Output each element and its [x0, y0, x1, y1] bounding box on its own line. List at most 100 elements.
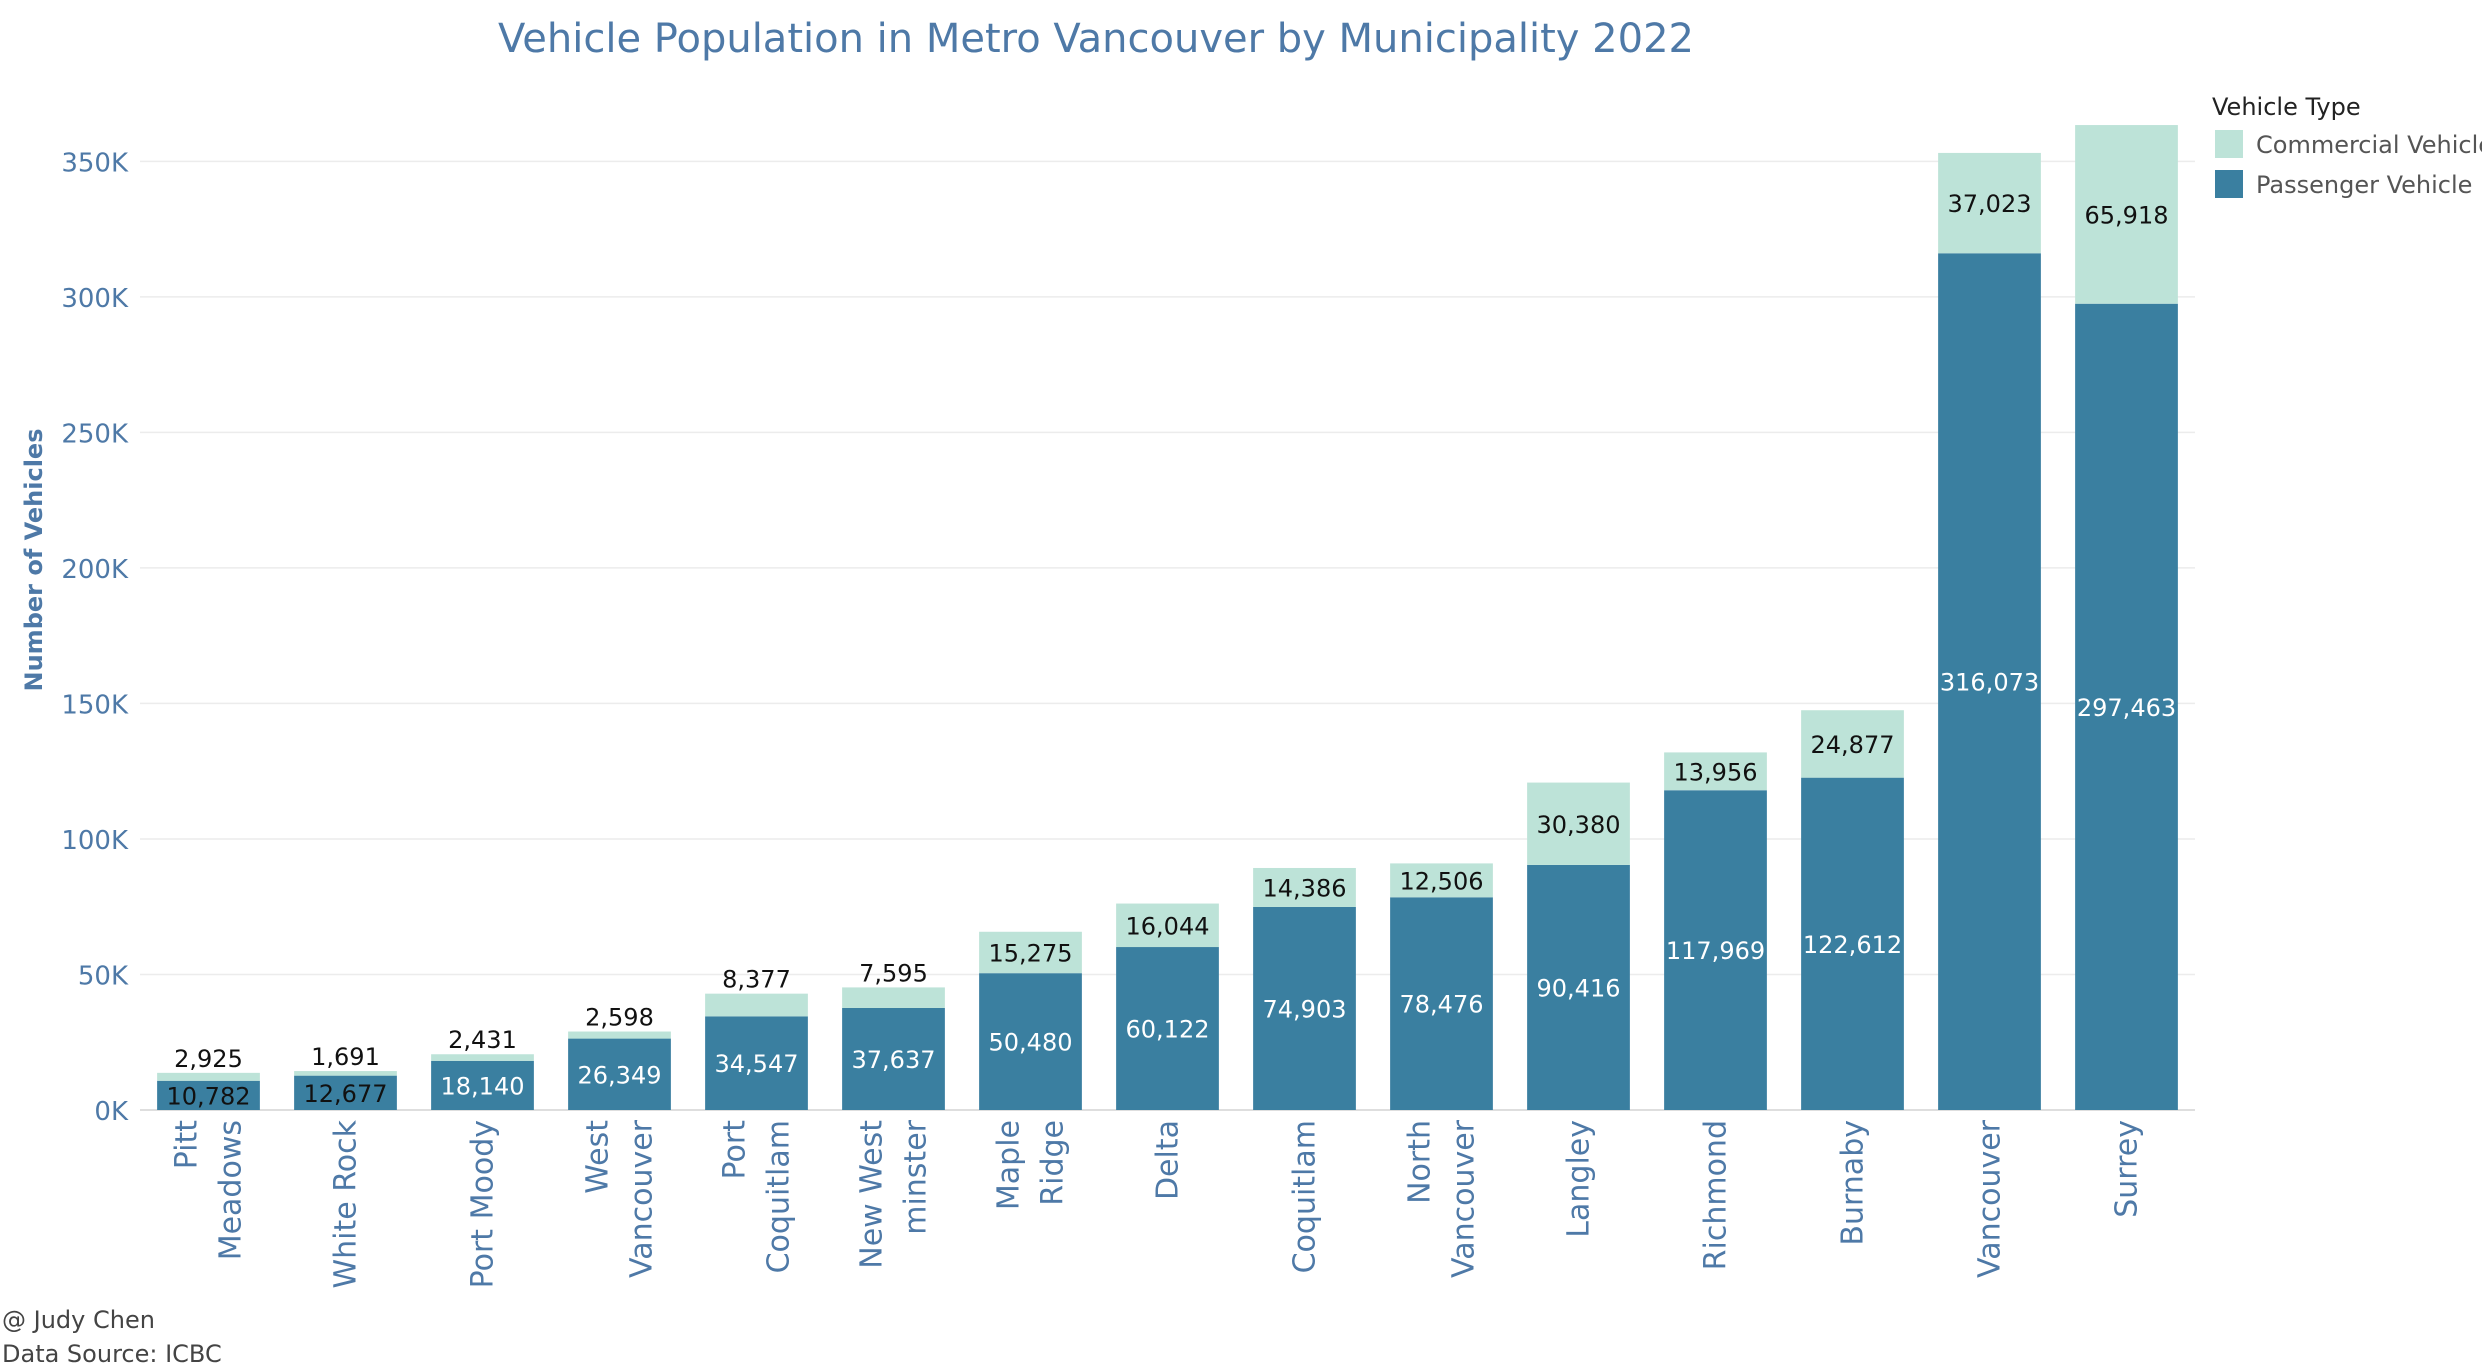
bar-commercial-vehicle — [705, 993, 808, 1017]
data-label-commercial: 12,506 — [1400, 867, 1484, 895]
x-category-label-line: minster — [899, 1119, 934, 1234]
x-category-label-line: Burnaby — [1836, 1120, 1871, 1246]
bar-commercial-vehicle — [1253, 867, 1356, 907]
footer-source: Data Source: ICBC — [2, 1340, 222, 1368]
data-labels: 10,782 2,925 12,677 1,691 18,140 2,431 26,349 2… — [167, 190, 2177, 1110]
x-category-label-line: Port — [718, 1120, 753, 1180]
data-label-passenger: 297,463 — [2077, 694, 2176, 722]
bar-commercial-vehicle — [294, 1071, 397, 1076]
bar-passenger-vehicle — [294, 1075, 397, 1110]
bar-passenger-vehicle — [1801, 777, 1904, 1110]
x-category-label-line: Meadows — [214, 1120, 249, 1260]
x-category-label: Coquitlam — [1288, 1120, 1323, 1273]
y-tick-label: 100K — [61, 826, 129, 856]
data-label-commercial: 37,023 — [1948, 190, 2032, 218]
data-label-passenger: 12,677 — [304, 1080, 388, 1108]
x-category-label-line: Delta — [1151, 1120, 1186, 1200]
x-axis-labels: Pitt Meadows White Rock Port Moody West Vanco… — [170, 1119, 2145, 1288]
bar-passenger-vehicle — [1390, 897, 1493, 1110]
x-category-label: New West minster — [855, 1119, 934, 1268]
x-category-label-line: Maple — [992, 1120, 1027, 1210]
data-label-passenger: 10,782 — [167, 1082, 251, 1110]
x-category-label-line: West — [581, 1120, 616, 1194]
bar-commercial-vehicle — [1664, 752, 1767, 791]
y-tick-label: 350K — [61, 148, 129, 178]
y-axis-ticks: 0K 50K 100K 150K 200K 250K 300K 350K — [61, 148, 129, 1127]
data-label-commercial: 1,691 — [311, 1043, 380, 1071]
bar-passenger-vehicle — [568, 1038, 671, 1110]
x-category-label: Burnaby — [1836, 1120, 1871, 1246]
data-label-passenger: 117,969 — [1666, 937, 1765, 965]
y-tick-label: 200K — [61, 555, 129, 585]
data-label-passenger: 74,903 — [1263, 995, 1347, 1023]
data-label-passenger: 34,547 — [715, 1050, 799, 1078]
x-category-label: White Rock — [329, 1119, 364, 1288]
x-category-label-line: Vancouver — [625, 1119, 660, 1278]
x-category-label: Surrey — [2110, 1120, 2145, 1218]
bar-commercial-vehicle — [431, 1054, 534, 1061]
bar-commercial-vehicle — [842, 987, 945, 1008]
bar-passenger-vehicle — [1527, 864, 1630, 1110]
data-label-passenger: 26,349 — [578, 1061, 662, 1089]
data-label-commercial: 2,598 — [585, 1004, 654, 1032]
x-category-label: Port Moody — [466, 1120, 501, 1288]
y-tick-label: 0K — [94, 1097, 129, 1127]
data-label-passenger: 122,612 — [1803, 931, 1902, 959]
x-category-label-line: Coquitlam — [762, 1120, 797, 1273]
bar-passenger-vehicle — [842, 1007, 945, 1110]
x-category-label-line: Vancouver — [1447, 1119, 1482, 1278]
x-category-label: West Vancouver — [581, 1119, 660, 1278]
bar-passenger-vehicle — [1664, 790, 1767, 1110]
data-label-commercial: 2,925 — [174, 1045, 243, 1073]
x-category-label-line: Richmond — [1699, 1120, 1734, 1270]
bar-passenger-vehicle — [705, 1016, 808, 1110]
legend-item-label: Passenger Vehicle — [2256, 171, 2472, 199]
legend-swatch — [2215, 170, 2243, 198]
legend: Vehicle Type Commercial Vehicle Passenger… — [2212, 93, 2482, 199]
footer-author: @ Judy Chen — [2, 1306, 155, 1334]
data-label-commercial: 13,956 — [1674, 758, 1758, 786]
x-category-label: Port Coquitlam — [718, 1120, 797, 1274]
x-category-label-line: Langley — [1562, 1120, 1597, 1238]
bar-commercial-vehicle — [2075, 125, 2178, 304]
data-label-passenger: 78,476 — [1400, 991, 1484, 1019]
bars — [157, 125, 2178, 1110]
data-label-passenger: 50,480 — [989, 1029, 1073, 1057]
x-category-label-line: Port Moody — [466, 1120, 501, 1288]
bar-passenger-vehicle — [157, 1080, 260, 1110]
x-category-label-line: Ridge — [1036, 1120, 1071, 1206]
x-category-label: Pitt Meadows — [170, 1120, 249, 1261]
data-label-passenger: 60,122 — [1126, 1016, 1210, 1044]
data-label-commercial: 15,275 — [989, 939, 1073, 967]
bar-commercial-vehicle — [568, 1031, 671, 1039]
y-tick-label: 50K — [78, 961, 129, 991]
chart-title: Vehicle Population in Metro Vancouver by… — [498, 16, 1694, 62]
data-label-commercial: 8,377 — [722, 966, 791, 994]
x-category-label: Maple Ridge — [992, 1120, 1071, 1210]
x-category-label-line: North — [1403, 1120, 1438, 1204]
data-label-commercial: 65,918 — [2085, 201, 2169, 229]
data-label-passenger: 90,416 — [1537, 974, 1621, 1002]
bar-passenger-vehicle — [431, 1060, 534, 1110]
data-label-passenger: 37,637 — [852, 1046, 936, 1074]
x-category-label-line: Surrey — [2110, 1120, 2145, 1218]
data-label-commercial: 7,595 — [859, 959, 928, 987]
bar-passenger-vehicle — [2075, 303, 2178, 1110]
bar-commercial-vehicle — [1938, 152, 2041, 254]
bar-commercial-vehicle — [1801, 710, 1904, 778]
data-label-commercial: 14,386 — [1263, 874, 1347, 902]
x-category-label-line: New West — [855, 1120, 890, 1269]
data-label-passenger: 18,140 — [441, 1072, 525, 1100]
bar-commercial-vehicle — [1527, 782, 1630, 865]
bar-commercial-vehicle — [157, 1072, 260, 1081]
y-tick-label: 250K — [61, 419, 129, 449]
x-category-label-line: White Rock — [329, 1119, 364, 1288]
x-category-label: Langley — [1562, 1120, 1597, 1238]
legend-item-label: Commercial Vehicle — [2256, 131, 2482, 159]
x-category-label-line: Pitt — [170, 1120, 205, 1170]
bar-passenger-vehicle — [1938, 253, 2041, 1110]
y-tick-label: 300K — [61, 284, 129, 314]
data-label-commercial: 30,380 — [1537, 811, 1621, 839]
y-axis-label: Number of Vehicles — [20, 429, 48, 692]
